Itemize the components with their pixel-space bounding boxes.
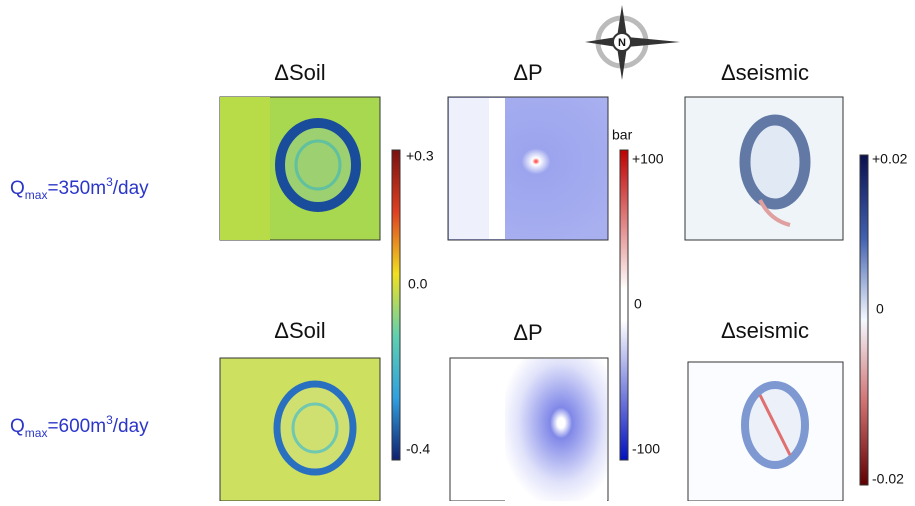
- row-label: Qmax=600m3/day: [10, 413, 149, 440]
- colorbar: [859, 154, 869, 486]
- colorbar-label: 0: [634, 296, 642, 312]
- colorbar-label: 0.0: [408, 276, 428, 292]
- colorbar-label: +0.02: [872, 151, 908, 167]
- colorbar-unit: bar: [612, 127, 633, 143]
- colorbar-label: -100: [632, 441, 660, 457]
- panel-title: ΔP: [513, 60, 542, 85]
- panel-title: ΔP: [513, 320, 542, 345]
- row-label: Qmax=350m3/day: [10, 175, 149, 202]
- pressure-map: [447, 96, 609, 241]
- seismic-map: [687, 361, 844, 502]
- colorbar-label: +0.3: [406, 148, 434, 164]
- colorbar-label: -0.4: [406, 441, 430, 457]
- colorbar: [391, 149, 401, 461]
- compass: N: [585, 5, 680, 80]
- pressure-map: [449, 357, 609, 502]
- colorbar: [619, 149, 629, 461]
- panel-title: ΔSoil: [274, 60, 325, 85]
- compass-label: N: [618, 37, 626, 49]
- seismic-map: [684, 96, 844, 241]
- soil-map: [219, 357, 381, 502]
- colorbar-label: -0.02: [872, 471, 904, 487]
- panel-title: Δseismic: [721, 60, 809, 85]
- soil-map: [219, 96, 381, 241]
- colorbar-label: 0: [876, 301, 884, 317]
- colorbar-label: +100: [632, 151, 664, 167]
- panel-title: Δseismic: [721, 318, 809, 343]
- panel-title: ΔSoil: [274, 318, 325, 343]
